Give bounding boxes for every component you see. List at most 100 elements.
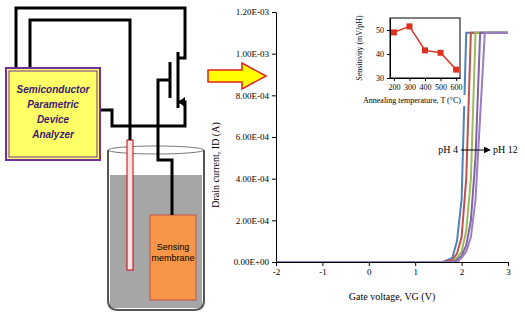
tick-label: 30 — [376, 74, 384, 83]
y-axis: 0.00E+00 2.00E-04 4.00E-04 6.00E-04 8.00E-04… — [234, 7, 277, 267]
x-axis: 200 300 400500 600 — [388, 78, 462, 92]
tick-label: 8.00E-04 — [236, 91, 270, 101]
axis-line — [276, 13, 277, 263]
tick-mark — [387, 54, 390, 55]
figure: Sensingmembrane SemiconductorParametricDe… — [0, 0, 525, 325]
tick: 1.00E-03 — [236, 49, 276, 59]
inset-y-title: Sensitivity (mV/pH) — [355, 15, 364, 81]
analyzer-label: SemiconductorParametricDeviceAnalyzer — [17, 84, 91, 140]
tick-mark — [456, 78, 457, 81]
tick-label: 400 — [420, 83, 432, 92]
tick-label: -1 — [319, 267, 327, 277]
membrane-label: Sensingmembrane — [151, 242, 194, 263]
tick-mark — [387, 30, 390, 31]
tick: 30 — [376, 74, 390, 83]
x-axis: -2 -1 0 1 2 3 — [273, 262, 512, 277]
tick-mark — [508, 262, 509, 266]
beaker-rim — [108, 146, 204, 154]
annotation-arrow — [461, 150, 490, 151]
tick-mark — [272, 137, 276, 138]
inset-x-title: Annealing temperature, T (°C) — [363, 96, 461, 105]
tick-mark — [387, 78, 390, 79]
tick: 500 — [435, 78, 447, 92]
tick: 2.00E-04 — [236, 216, 276, 226]
transistor-channel — [177, 52, 180, 108]
tick-label: 6.00E-04 — [236, 132, 270, 142]
tick-label: -2 — [273, 267, 281, 277]
tick-mark — [272, 262, 276, 263]
tick-label: 0.00E+00 — [234, 257, 270, 267]
tick: 6.00E-04 — [236, 132, 276, 142]
tick: 3 — [506, 262, 511, 277]
tick-mark — [462, 262, 463, 266]
tick: 200 — [388, 78, 400, 92]
tick: 40 — [376, 50, 390, 59]
tick-label: 1 — [413, 267, 418, 277]
analyzer-box-inner — [9, 71, 97, 157]
tick-label: 2 — [460, 267, 465, 277]
tick: 300 — [404, 78, 416, 92]
tick: 4.00E-04 — [236, 174, 276, 184]
y-axis-title: Drain current, ID (A) — [210, 122, 222, 208]
inset-frame — [390, 18, 460, 78]
tick-label: 50 — [376, 26, 384, 35]
beaker — [108, 150, 204, 310]
wire-gate — [158, 80, 172, 215]
tick-mark — [322, 262, 323, 266]
tick-mark — [369, 262, 370, 266]
transistor-gate — [169, 62, 172, 98]
series-marker — [406, 23, 412, 29]
annotation: pH 12 — [493, 144, 518, 155]
tick: 0.00E+00 — [234, 257, 276, 267]
tick-label: 300 — [404, 83, 416, 92]
tick-mark — [272, 12, 276, 13]
tick: 1 — [413, 262, 418, 277]
wire-source — [100, 102, 185, 126]
tick-mark — [272, 95, 276, 96]
tick-label: 2.00E-04 — [236, 216, 270, 226]
tick-mark — [276, 262, 277, 266]
tick: 50 — [376, 26, 390, 35]
axis-line — [390, 19, 391, 79]
tick-mark — [441, 78, 442, 81]
series-marker — [438, 50, 444, 56]
tick: -2 — [273, 262, 281, 277]
tick-label: 600 — [451, 83, 463, 92]
main-chart: -2 -1 0 1 2 3 0.00E+00 2.00E-04 4.00E-04 6.00E-04… — [210, 7, 518, 303]
tick-label: 3 — [506, 267, 511, 277]
sensing-membrane — [150, 215, 196, 300]
inset-background — [352, 6, 463, 90]
inset-chart: 200 300 400500 600 30 40 50 Annealing temperatu… — [352, 6, 466, 106]
x-axis-title: Gate voltage, VG (V) — [349, 291, 435, 303]
tick-mark — [272, 54, 276, 55]
tick: -1 — [319, 262, 327, 277]
tick: 8.00E-04 — [236, 91, 276, 101]
tick: 0 — [367, 262, 372, 277]
axis-line — [277, 262, 509, 263]
series-marker — [391, 29, 397, 35]
tick: 1.20E-03 — [236, 7, 276, 17]
setup-diagram: Sensingmembrane SemiconductorParametricDe… — [6, 8, 266, 310]
transistor-arrow — [178, 97, 185, 107]
annotation: pH 4 — [438, 144, 458, 155]
wire-drain — [16, 8, 185, 68]
analyzer-box — [6, 68, 100, 160]
tick-label: 4.00E-04 — [236, 174, 270, 184]
tick: 400 — [420, 78, 432, 92]
y-axis: 30 40 50 — [376, 19, 391, 84]
reference-electrode — [127, 140, 133, 270]
tick-label: 500 — [435, 83, 447, 92]
flow-arrow — [208, 63, 266, 89]
tick-label: 1.00E-03 — [236, 49, 270, 59]
tick-label: 1.20E-03 — [236, 7, 270, 17]
tick-label: 0 — [367, 267, 372, 277]
solution — [110, 175, 202, 308]
tick: 2 — [460, 262, 465, 277]
tick-mark — [409, 78, 410, 81]
tick-mark — [425, 78, 426, 81]
series-line — [394, 26, 456, 69]
inset-plot — [391, 23, 459, 72]
tick-mark — [272, 179, 276, 180]
tick-mark — [415, 262, 416, 266]
series-marker — [422, 47, 428, 53]
